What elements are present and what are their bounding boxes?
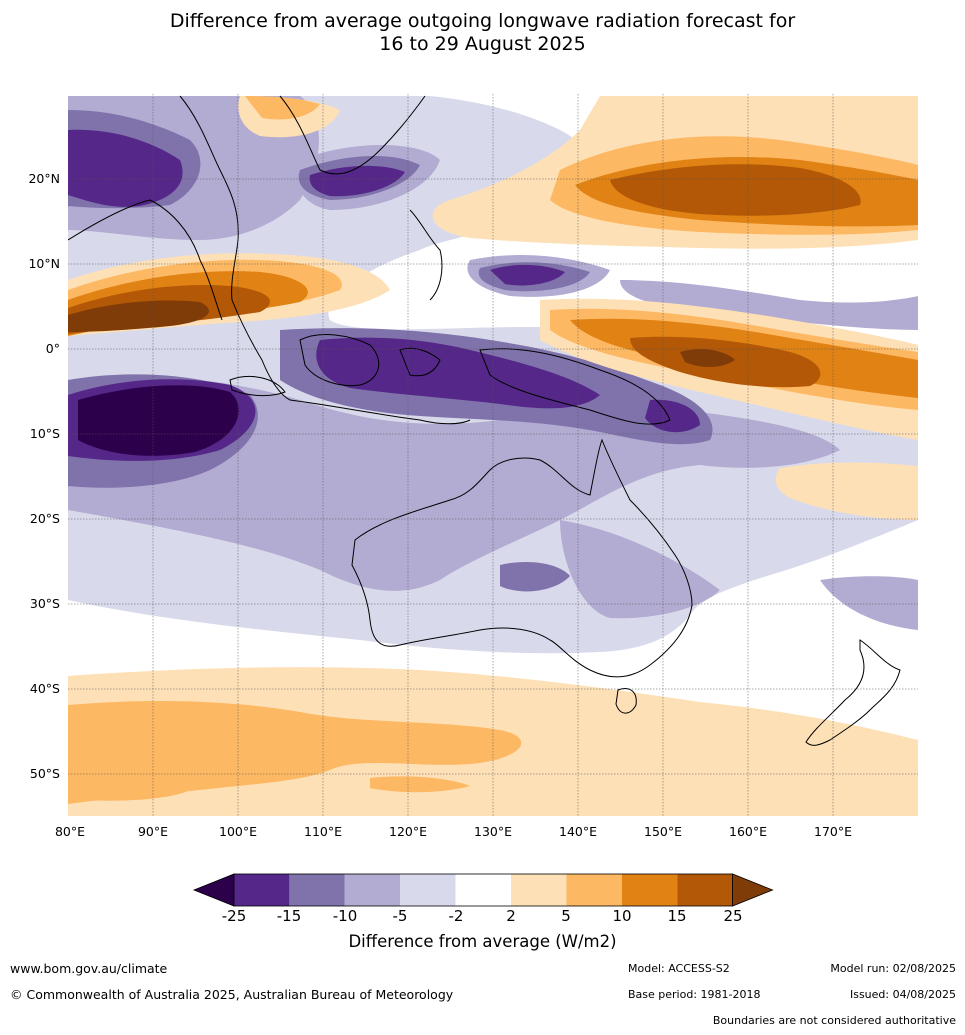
title-line-2: 16 to 29 August 2025 (379, 33, 586, 55)
anomaly-negative-regions (68, 96, 918, 654)
lat-label-40s: 40°S (29, 681, 60, 696)
colorbar-tick-1: -15 (276, 907, 302, 925)
lon-label-120e: 120°E (388, 824, 428, 839)
colorbar-cell (400, 874, 456, 906)
coastline-new-zealand (805, 639, 901, 746)
anomaly-southern-bands (68, 667, 918, 816)
footer-website: www.bom.gov.au/climate (10, 961, 168, 976)
colorbar-tick-8: 15 (667, 907, 687, 925)
colorbar-tick-4: -2 (448, 907, 464, 925)
lon-label-100e: 100°E (218, 824, 258, 839)
coastline-sulawesi (399, 347, 441, 377)
colorbar-cell (234, 874, 290, 906)
coastlines (68, 95, 901, 746)
lat-label-10n: 10°N (28, 256, 60, 271)
lon-label-130e: 130°E (473, 824, 513, 839)
lon-label-170e: 170°E (813, 824, 853, 839)
colorbar-cell (621, 874, 678, 906)
anomaly-map (68, 94, 918, 816)
colorbar-tick-6: 5 (561, 907, 571, 925)
graticule (68, 94, 918, 816)
lat-label-10s: 10°S (29, 426, 60, 441)
coastline-java (289, 399, 471, 425)
title-line-1: Difference from average outgoing longwav… (169, 10, 796, 32)
colorbar-tick-5: 2 (506, 907, 516, 925)
colorbar-cell (344, 874, 401, 906)
anomaly-positive-regions (68, 96, 918, 520)
footer-model: Model: ACCESS-S2 (628, 962, 730, 975)
colorbar-extend-low (192, 873, 235, 907)
lon-label-160e: 160°E (728, 824, 768, 839)
coastline-borneo (299, 334, 380, 387)
lat-label-20n: 20°N (28, 171, 60, 186)
colorbar-cell (566, 874, 622, 906)
footer-model-run: Model run: 02/08/2025 (830, 962, 956, 975)
lon-label-80e: 80°E (54, 824, 86, 839)
lat-label-50s: 50°S (29, 766, 60, 781)
colorbar-tick-9: 25 (723, 907, 743, 925)
colorbar-cell (455, 874, 511, 906)
footer-copyright: © Commonwealth of Australia 2025, Austra… (10, 987, 454, 1002)
coastline-southeast-asia (179, 95, 291, 401)
lat-label-20s: 20°S (29, 511, 60, 526)
coastline-philippines (409, 209, 443, 301)
colorbar-tick-3: -5 (392, 907, 408, 925)
lat-label-30s: 30°S (29, 596, 60, 611)
colorbar-tick-0: -25 (221, 907, 247, 925)
coastline-new-guinea (479, 348, 671, 425)
chart-title: Difference from average outgoing longwav… (0, 10, 965, 56)
colorbar-cell (511, 874, 567, 906)
coastline-china (279, 95, 426, 175)
colorbar-cell (289, 874, 345, 906)
coastline-sumatra (229, 375, 286, 397)
footer-disclaimer: Boundaries are not considered authoritat… (712, 1014, 956, 1027)
coastline-india (68, 199, 223, 321)
colorbar-tick-7: 10 (612, 907, 632, 925)
lon-label-150e: 150°E (643, 824, 683, 839)
lon-label-110e: 110°E (303, 824, 343, 839)
lon-label-90e: 90°E (137, 824, 169, 839)
colorbar-cell (677, 874, 733, 906)
lat-label-equator: 0° (45, 341, 60, 356)
colorbar-extend-high (732, 873, 774, 907)
lon-label-140e: 140°E (558, 824, 598, 839)
footer-base-period: Base period: 1981-2018 (628, 988, 761, 1001)
footer-issued: Issued: 04/08/2025 (849, 988, 956, 1001)
coastline-australia (351, 438, 693, 678)
colorbar (192, 873, 774, 907)
map-panel (68, 94, 918, 816)
colorbar-tick-2: -10 (332, 907, 358, 925)
colorbar-title: Difference from average (W/m2) (348, 932, 617, 951)
